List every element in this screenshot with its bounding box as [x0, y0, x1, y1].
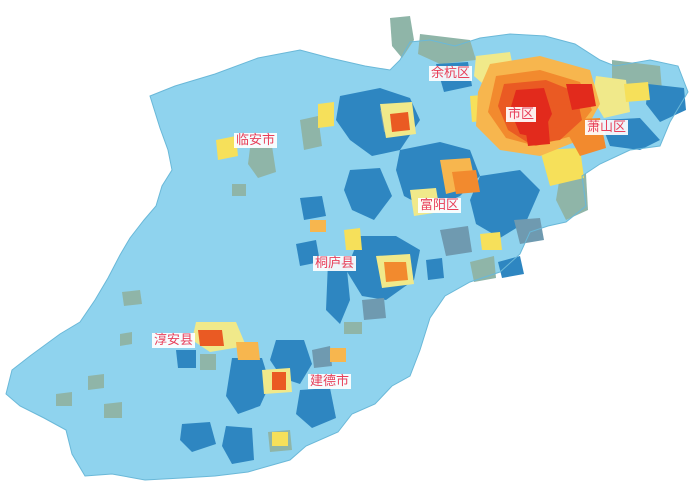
patch-gray	[120, 332, 132, 346]
patch-gray	[104, 402, 122, 418]
patch-blue	[226, 358, 270, 414]
patch-yellow	[216, 136, 238, 160]
label-shiqu: 市区	[506, 107, 537, 122]
patch-grayblue	[312, 346, 332, 368]
patch-blue	[222, 426, 254, 464]
patch-blue	[498, 256, 524, 278]
patch-red	[524, 120, 550, 146]
region-outline	[5, 33, 689, 481]
label-tonglu: 桐庐县	[313, 256, 357, 271]
patch-lightorange	[310, 220, 326, 232]
patch-blue	[176, 350, 196, 368]
patch-blue	[344, 168, 392, 220]
patch-lightorange	[236, 342, 260, 360]
patch-yellow	[344, 228, 362, 250]
label-fuyang: 富阳区	[418, 198, 462, 213]
patch-blue	[180, 422, 216, 452]
patch-yellow	[480, 232, 502, 250]
patch-yellow	[318, 102, 334, 128]
patch-redorange	[390, 112, 410, 132]
patch-gray	[200, 354, 216, 370]
patch-blue	[426, 258, 444, 280]
patch-gray	[88, 374, 104, 390]
patch-grayblue	[362, 298, 386, 320]
patch-lightorange	[330, 348, 346, 362]
patch-gray	[300, 116, 322, 150]
patch-gray	[248, 146, 276, 178]
label-xiaoshan: 萧山区	[585, 120, 629, 135]
patch-gray	[418, 34, 476, 64]
patch-blue	[326, 260, 350, 324]
label-yuhang: 余杭区	[429, 66, 473, 81]
patch-blue	[296, 388, 336, 428]
patch-yellow	[540, 148, 584, 186]
patch-gray	[56, 392, 72, 406]
patch-yellow	[624, 82, 650, 102]
patch-grayblue	[440, 226, 472, 256]
patch-grayblue	[514, 218, 544, 244]
patch-gray	[122, 290, 142, 306]
label-linan: 临安市	[234, 133, 278, 148]
label-chunan: 淳安县	[152, 333, 196, 348]
patch-gray	[344, 322, 362, 334]
patch-gray	[390, 16, 414, 58]
patch-orange	[452, 170, 480, 194]
patch-redorange	[272, 372, 286, 390]
patch-paleyellow	[592, 76, 630, 118]
patch-orange	[384, 262, 408, 282]
label-jiande: 建德市	[308, 374, 352, 389]
patch-gray	[232, 184, 246, 196]
patch-blue	[300, 196, 326, 220]
patch-red	[566, 84, 596, 110]
patch-redorange	[198, 330, 224, 346]
patch-gray	[556, 174, 588, 220]
patch-yellow	[272, 432, 288, 446]
